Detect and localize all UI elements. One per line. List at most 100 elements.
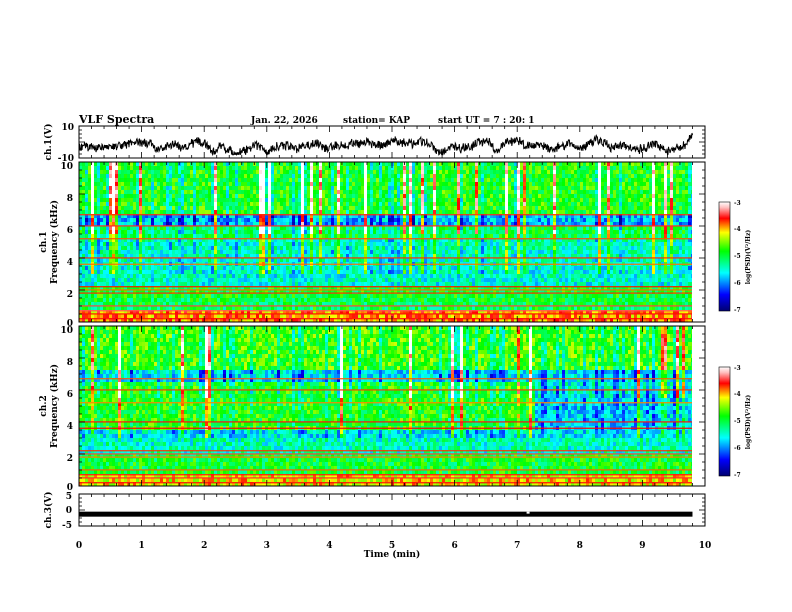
spectrogram-cell <box>613 242 617 247</box>
spectrogram-cell <box>265 210 269 215</box>
spectrogram-cell <box>505 190 509 195</box>
spectrogram-cell <box>175 254 179 259</box>
spectrogram-cell <box>649 186 653 191</box>
spectrogram-cell <box>166 254 170 259</box>
spectrogram-cell <box>628 198 632 203</box>
spectrogram-cell <box>337 170 341 175</box>
spectrogram-cell <box>382 166 386 171</box>
spectrogram-cell <box>415 202 419 207</box>
spectrogram-cell <box>676 242 680 247</box>
spectrogram-cell <box>133 194 137 199</box>
spectrogram-cell <box>553 186 557 191</box>
spectrogram-cell <box>97 166 101 171</box>
spectrogram-cell <box>79 170 83 175</box>
spectrogram-cell <box>283 246 287 251</box>
spectrogram-cell <box>220 250 224 255</box>
spectrogram-cell <box>214 218 218 223</box>
spectrogram-cell <box>313 242 317 247</box>
spectrogram-cell <box>433 226 437 231</box>
spectrogram-cell <box>448 194 452 199</box>
spectrogram-cell <box>265 202 269 207</box>
spectrogram-cell <box>400 190 404 195</box>
spectrogram-cell <box>373 194 377 199</box>
spectrogram-cell <box>226 254 230 259</box>
spectrogram-cell <box>622 206 626 211</box>
spectrogram-cell <box>532 182 536 187</box>
spectrogram-cell <box>307 190 311 195</box>
spectrogram-cell <box>214 174 218 179</box>
spectrogram-cell <box>133 162 137 167</box>
spectrogram-cell <box>640 166 644 171</box>
spectrogram-cell <box>541 230 545 235</box>
spectrogram-cell <box>679 170 683 175</box>
spectrogram-cell <box>439 190 443 195</box>
spectrogram-cell <box>235 198 239 203</box>
spectrogram-cell <box>484 210 488 215</box>
spectrogram-cell <box>382 198 386 203</box>
spectrogram-cell <box>649 242 653 247</box>
spectrogram-cell <box>433 246 437 251</box>
spectrogram-cell <box>427 166 431 171</box>
spectrogram-cell <box>97 186 101 191</box>
spectrogram-cell <box>586 186 590 191</box>
spectrogram-cell <box>178 226 182 231</box>
spectrogram-cell <box>580 238 584 243</box>
spectrogram-cell <box>472 234 476 239</box>
spectrogram-cell <box>484 238 488 243</box>
spectrogram-cell <box>451 162 455 167</box>
spectrogram-cell <box>613 222 617 227</box>
spectrogram-cell <box>583 246 587 251</box>
spectrogram-cell <box>298 186 302 191</box>
spectrogram-cell <box>304 198 308 203</box>
spectrogram-cell <box>481 210 485 215</box>
spectrogram-cell <box>652 202 656 207</box>
spectrogram-cell <box>304 190 308 195</box>
spectrogram-cell <box>580 170 584 175</box>
spectrogram-cell <box>616 202 620 207</box>
spectrogram-cell <box>124 242 128 247</box>
spectrogram-cell <box>550 186 554 191</box>
spectrogram-cell <box>325 182 329 187</box>
spectrogram-cell <box>271 214 275 219</box>
spectrogram-cell <box>142 238 146 243</box>
spectrogram-cell <box>421 206 425 211</box>
spectrogram-cell <box>349 202 353 207</box>
spectrogram-cell <box>295 210 299 215</box>
spectrogram-cell <box>172 222 176 227</box>
spectrogram-cell <box>544 198 548 203</box>
spectrogram-cell <box>346 246 350 251</box>
spectrogram-cell <box>349 222 353 227</box>
spectrogram-cell <box>610 202 614 207</box>
spectrogram-cell <box>307 162 311 167</box>
spectrogram-cell <box>586 174 590 179</box>
spectrogram-cell <box>121 190 125 195</box>
spectrogram-cell <box>331 210 335 215</box>
spectrogram-cell <box>445 166 449 171</box>
spectrogram-cell <box>580 234 584 239</box>
spectrogram-cell <box>511 226 515 231</box>
spectrogram-cell <box>664 194 668 199</box>
spectrogram-cell <box>622 190 626 195</box>
spectrogram-cell <box>664 250 668 255</box>
spectrogram-cell <box>268 190 272 195</box>
spectrogram-cell <box>547 178 551 183</box>
spectrogram-cell <box>355 246 359 251</box>
spectrogram-cell <box>115 222 119 227</box>
spectrogram-cell <box>325 198 329 203</box>
spectrogram-cell <box>409 174 413 179</box>
spectrogram-cell <box>613 194 617 199</box>
spectrogram-cell <box>319 170 323 175</box>
spectrogram-cell <box>229 242 233 247</box>
spectrogram-cell <box>373 238 377 243</box>
spectrogram-cell <box>613 230 617 235</box>
spectrogram-cell <box>652 226 656 231</box>
spectrogram-cell <box>283 186 287 191</box>
spectrogram-cell <box>484 234 488 239</box>
spectrogram-cell <box>163 222 167 227</box>
spectrogram-cell <box>505 250 509 255</box>
spectrogram-cell <box>688 190 692 195</box>
spectrogram-cell <box>628 178 632 183</box>
spectrogram-cell <box>439 250 443 255</box>
spectrogram-cell <box>172 214 176 219</box>
spectrogram-cell <box>391 182 395 187</box>
